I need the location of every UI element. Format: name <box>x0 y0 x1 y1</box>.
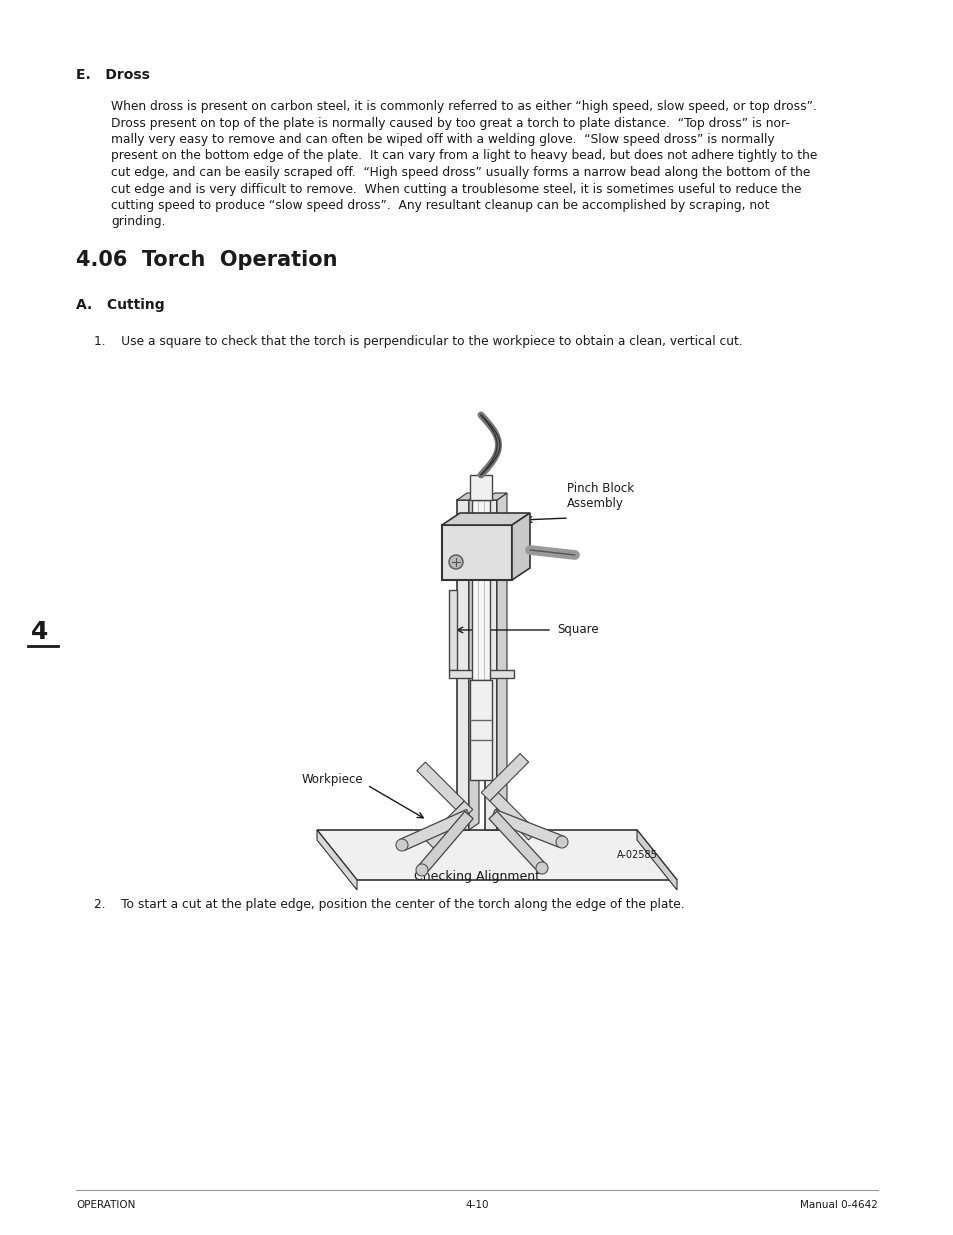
Text: cut edge and is very difficult to remove.  When cutting a troublesome steel, it : cut edge and is very difficult to remove… <box>111 183 801 195</box>
Polygon shape <box>469 493 478 830</box>
Polygon shape <box>441 513 530 525</box>
Text: 4-10: 4-10 <box>465 1200 488 1210</box>
Text: cutting speed to produce “slow speed dross”.  Any resultant cleanup can be accom: cutting speed to produce “slow speed dro… <box>111 199 769 212</box>
Text: 4: 4 <box>31 620 49 643</box>
Polygon shape <box>417 811 473 873</box>
Text: mally very easy to remove and can often be wiped off with a welding glove.  “Slo: mally very easy to remove and can often … <box>111 133 774 146</box>
Polygon shape <box>489 811 545 872</box>
Polygon shape <box>472 500 490 680</box>
Text: Manual 0-4642: Manual 0-4642 <box>800 1200 877 1210</box>
Text: When dross is present on carbon steel, it is commonly referred to as either “hig: When dross is present on carbon steel, i… <box>111 100 816 112</box>
Polygon shape <box>316 830 356 890</box>
Text: Dross present on top of the plate is normally caused by too great a torch to pla: Dross present on top of the plate is nor… <box>111 116 789 130</box>
Polygon shape <box>489 793 537 840</box>
Polygon shape <box>456 500 469 830</box>
Polygon shape <box>441 525 512 580</box>
Circle shape <box>416 864 428 876</box>
Polygon shape <box>484 500 497 830</box>
Polygon shape <box>456 493 478 500</box>
Text: Workpiece: Workpiece <box>302 773 363 787</box>
Circle shape <box>449 555 462 569</box>
Polygon shape <box>470 475 492 500</box>
Circle shape <box>395 839 408 851</box>
Polygon shape <box>449 590 456 671</box>
Polygon shape <box>637 830 677 890</box>
Text: OPERATION: OPERATION <box>76 1200 135 1210</box>
Circle shape <box>556 836 567 848</box>
Text: A-02585: A-02585 <box>617 850 658 860</box>
Text: 1.    Use a square to check that the torch is perpendicular to the workpiece to : 1. Use a square to check that the torch … <box>94 335 742 348</box>
Polygon shape <box>399 809 471 851</box>
Text: grinding.: grinding. <box>111 215 165 228</box>
Polygon shape <box>470 680 492 781</box>
Text: 4.06  Torch  Operation: 4.06 Torch Operation <box>76 249 337 270</box>
Text: present on the bottom edge of the plate.  It can vary from a light to heavy bead: present on the bottom edge of the plate.… <box>111 149 817 163</box>
Text: Pinch Block
Assembly: Pinch Block Assembly <box>566 482 634 510</box>
Text: 2.    To start a cut at the plate edge, position the center of the torch along t: 2. To start a cut at the plate edge, pos… <box>94 898 684 911</box>
Circle shape <box>536 862 547 874</box>
Text: Square: Square <box>557 624 598 636</box>
Polygon shape <box>316 830 677 881</box>
Polygon shape <box>425 802 473 848</box>
Polygon shape <box>484 493 506 500</box>
Text: E.   Dross: E. Dross <box>76 68 150 82</box>
Polygon shape <box>497 493 506 830</box>
Polygon shape <box>490 809 563 847</box>
Text: cut edge, and can be easily scraped off.  “High speed dross” usually forms a nar: cut edge, and can be easily scraped off.… <box>111 165 809 179</box>
Polygon shape <box>416 762 464 809</box>
Polygon shape <box>512 513 530 580</box>
Polygon shape <box>480 753 528 802</box>
Text: A.   Cutting: A. Cutting <box>76 298 165 312</box>
Polygon shape <box>449 671 514 678</box>
Text: Checking Alignment: Checking Alignment <box>414 869 539 883</box>
